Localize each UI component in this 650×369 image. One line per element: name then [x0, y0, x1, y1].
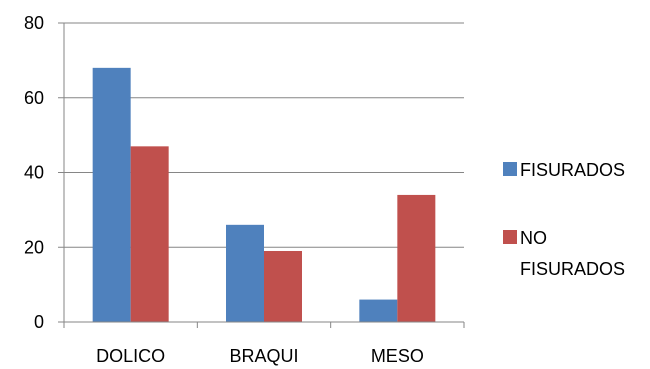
bar-meso-fisurados: [359, 299, 398, 322]
y-axis-ticks: 0 20 40 60 80: [24, 13, 64, 332]
bar-meso-no-fisurados: [397, 194, 436, 322]
y-tick-label: 20: [24, 237, 44, 257]
y-tick-label: 40: [24, 163, 44, 183]
legend-label: FISURADOS: [520, 160, 625, 180]
bar-dolico-fisurados: [92, 67, 131, 322]
x-category-label: DOLICO: [96, 346, 165, 366]
x-category-label: MESO: [371, 346, 424, 366]
bar-braqui-no-fisurados: [264, 250, 302, 322]
legend: FISURADOS NO FISURADOS: [503, 160, 625, 279]
legend-label: NO FISURADOS: [520, 228, 625, 279]
x-category-label: BRAQUI: [229, 346, 298, 366]
legend-swatch: [503, 230, 517, 244]
bar-braqui-fisurados: [226, 224, 264, 322]
y-tick-label: 80: [24, 13, 44, 33]
x-axis-categories: DOLICO BRAQUI MESO: [63, 322, 465, 366]
y-tick-label: 0: [34, 312, 44, 332]
bar-dolico-no-fisurados: [130, 146, 169, 322]
y-tick-label: 60: [24, 88, 44, 108]
legend-swatch: [503, 162, 517, 176]
bars: [92, 67, 436, 322]
